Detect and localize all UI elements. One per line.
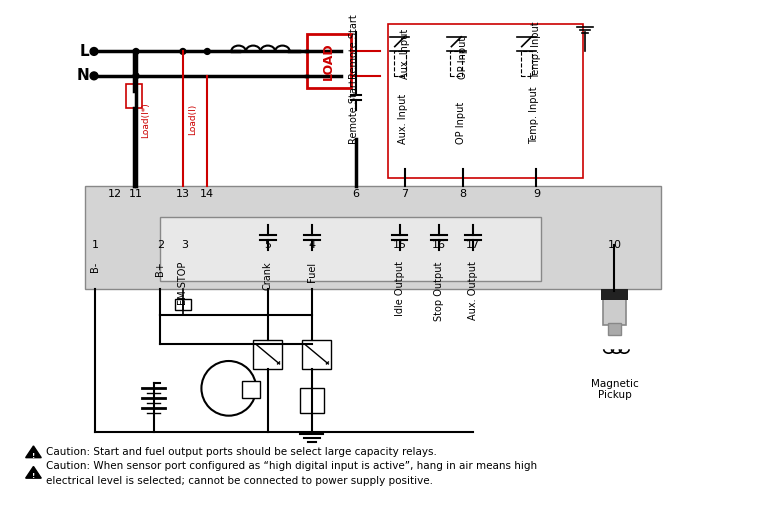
FancyBboxPatch shape [243, 380, 260, 398]
Polygon shape [25, 446, 42, 457]
Text: L: L [79, 44, 89, 59]
FancyBboxPatch shape [601, 289, 628, 300]
FancyBboxPatch shape [126, 84, 142, 108]
Text: 3: 3 [181, 240, 189, 250]
Text: 7: 7 [401, 189, 408, 199]
Text: 11: 11 [129, 189, 143, 199]
Text: Remote Start: Remote Start [349, 14, 359, 79]
Text: 2: 2 [157, 240, 164, 250]
Text: B-: B- [90, 261, 100, 271]
Text: Temp. Input: Temp. Input [531, 21, 541, 79]
Text: Aux. Input: Aux. Input [397, 94, 407, 144]
FancyBboxPatch shape [160, 218, 541, 281]
Text: 15: 15 [393, 240, 407, 250]
Text: N: N [76, 69, 89, 83]
Text: B+: B+ [156, 261, 166, 276]
Circle shape [133, 73, 139, 79]
FancyBboxPatch shape [307, 34, 351, 87]
Text: Fuel: Fuel [306, 261, 316, 281]
FancyBboxPatch shape [300, 388, 324, 413]
Circle shape [180, 48, 186, 54]
FancyBboxPatch shape [85, 186, 661, 289]
Text: OP Input: OP Input [456, 102, 466, 144]
Text: 13: 13 [176, 189, 190, 199]
Text: 5: 5 [264, 240, 271, 250]
Text: 16: 16 [432, 240, 446, 250]
Text: 4: 4 [308, 240, 316, 250]
Text: Idle Output: Idle Output [395, 261, 405, 316]
FancyBboxPatch shape [608, 323, 621, 335]
Text: Temp. Input: Temp. Input [530, 86, 540, 144]
Text: Load(I*): Load(I*) [141, 102, 150, 138]
Text: Magnetic
Pickup: Magnetic Pickup [591, 378, 638, 400]
Text: Aux. Input: Aux. Input [400, 28, 410, 79]
Text: 14: 14 [200, 189, 214, 199]
Text: 17: 17 [466, 240, 480, 250]
Text: Load(I): Load(I) [188, 104, 197, 135]
Text: 12: 12 [108, 189, 122, 199]
Polygon shape [25, 466, 42, 478]
Text: Caution: Start and fuel output ports should be select large capacity relays.: Caution: Start and fuel output ports sho… [46, 447, 437, 457]
Circle shape [204, 48, 210, 54]
Text: LOAD: LOAD [323, 42, 336, 80]
FancyBboxPatch shape [175, 298, 191, 310]
Text: 1: 1 [92, 240, 99, 250]
Text: OP Input: OP Input [458, 36, 468, 79]
Text: 6: 6 [352, 189, 360, 199]
Text: Stop Output: Stop Output [434, 261, 444, 321]
Text: !: ! [32, 453, 35, 458]
FancyBboxPatch shape [302, 339, 331, 369]
FancyBboxPatch shape [388, 24, 583, 179]
Text: Remote Start: Remote Start [349, 80, 359, 144]
FancyBboxPatch shape [603, 291, 626, 325]
Text: 8: 8 [460, 189, 467, 199]
Text: 10: 10 [608, 240, 621, 250]
Text: EM STOP: EM STOP [178, 261, 188, 305]
Circle shape [90, 72, 98, 80]
Text: Aux. Output: Aux. Output [468, 261, 478, 320]
Circle shape [133, 48, 139, 54]
Text: Caution: When sensor port configured as “high digital input is active”, hang in : Caution: When sensor port configured as … [46, 462, 537, 472]
Text: Crank: Crank [263, 261, 273, 290]
Text: 9: 9 [533, 189, 540, 199]
Text: !: ! [32, 473, 35, 479]
FancyBboxPatch shape [253, 339, 283, 369]
Circle shape [90, 47, 98, 55]
Text: electrical level is selected; cannot be connected to power supply positive.: electrical level is selected; cannot be … [46, 476, 434, 486]
